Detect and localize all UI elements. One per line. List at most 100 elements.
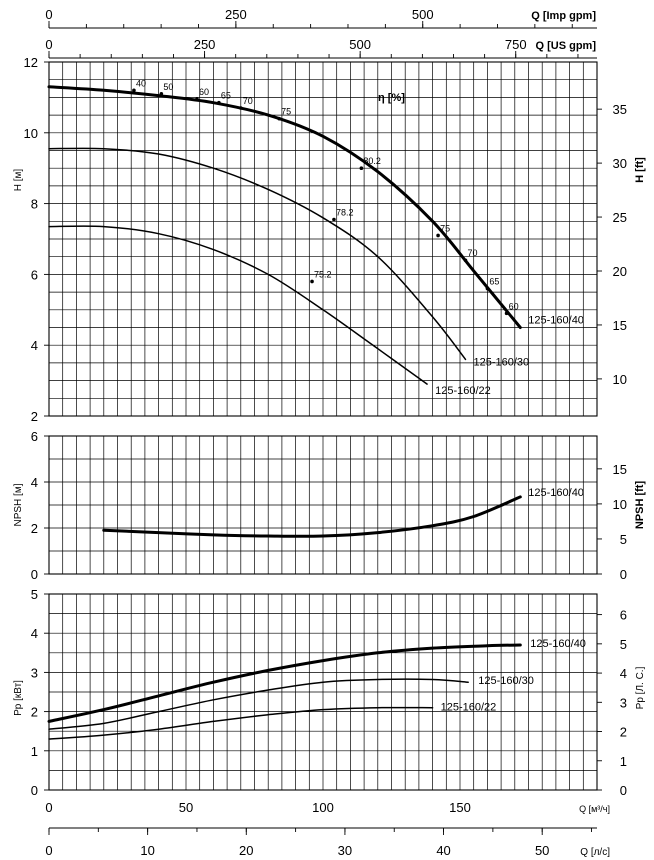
- curve-layer: [47, 85, 522, 740]
- efficiency-point: [504, 311, 509, 316]
- flow-m3h-axis-label: Q [м³/ч]: [579, 804, 610, 814]
- series-label: 125-160/22: [435, 385, 491, 397]
- curve-head-125-160/22: [48, 225, 428, 385]
- efficiency-point: [463, 258, 468, 263]
- y2-tick-label: 30: [613, 156, 627, 171]
- power-y2-label: Pp [Л. С.]: [635, 666, 646, 709]
- series-label: 125-160/40: [530, 638, 586, 650]
- y-tick-label: 2: [31, 705, 38, 720]
- y2-tick-label: 0: [620, 783, 627, 798]
- efficiency-value-label: 75: [281, 107, 291, 117]
- ls-tick-label: 50: [535, 843, 549, 858]
- y-tick-label: 10: [24, 126, 38, 141]
- efficiency-point: [332, 217, 336, 222]
- y-tick-label: 4: [31, 626, 38, 641]
- label-layer: Q [Imp gpm] Q [US gpm] Q [м³/ч] Q [л/с] …: [13, 7, 646, 858]
- y2-tick-label: 15: [613, 462, 627, 477]
- ls-tick-label: 40: [436, 843, 450, 858]
- us-gpm-tick-label: 250: [194, 37, 216, 52]
- us-gpm-tick-label: 750: [505, 37, 527, 52]
- panel-frame: [48, 61, 598, 417]
- imp-gpm-axis-label: Q [Imp gpm]: [531, 10, 596, 22]
- series-label: 125-160/22: [441, 702, 497, 714]
- curve-npsh-125-160/40: [102, 495, 522, 538]
- x-tick-label: 50: [179, 800, 193, 815]
- panel-frame: [48, 593, 598, 791]
- efficiency-value-label: 75: [440, 223, 450, 233]
- curve-head-125-160/30: [48, 147, 467, 361]
- efficiency-point: [277, 116, 281, 121]
- y-tick-label: 6: [31, 429, 38, 444]
- y-tick-label: 2: [31, 409, 38, 424]
- y-tick-label: 8: [31, 197, 38, 212]
- efficiency-point: [359, 166, 364, 170]
- power-y-label: Pp [кВт]: [13, 680, 24, 716]
- y2-tick-label: 20: [613, 264, 627, 279]
- series-label: 125-160/30: [478, 675, 534, 687]
- y2-tick-label: 35: [613, 102, 627, 117]
- y2-tick-label: 5: [620, 637, 627, 652]
- efficiency-value-label: 60: [199, 87, 209, 97]
- grid-layer: [44, 21, 602, 835]
- efficiency-label: η [%]: [378, 92, 405, 104]
- y2-tick-label: 10: [613, 372, 627, 387]
- npsh-y2-label: NPSH [ft]: [634, 481, 646, 530]
- x-tick-label: 150: [449, 800, 471, 815]
- y-tick-label: 0: [31, 783, 38, 798]
- panel-frame: [48, 435, 598, 575]
- y2-tick-label: 3: [620, 695, 627, 710]
- efficiency-point: [195, 97, 199, 101]
- curve-power-125-160/30: [48, 678, 469, 730]
- efficiency-value-label: 65: [489, 277, 499, 287]
- efficiency-point: [159, 92, 164, 96]
- y2-tick-label: 6: [620, 608, 627, 623]
- efficiency-point: [485, 286, 490, 291]
- efficiency-point: [217, 100, 221, 105]
- x-tick-label: 100: [312, 800, 334, 815]
- y-tick-label: 5: [31, 587, 38, 602]
- efficiency-point: [239, 106, 243, 110]
- series-label: 125-160/40: [528, 487, 584, 499]
- x-tick-label: 0: [45, 800, 52, 815]
- efficiency-value-label: 50: [163, 82, 173, 92]
- y2-tick-label: 10: [613, 497, 627, 512]
- efficiency-value-label: 40: [136, 78, 146, 88]
- us-gpm-tick-label: 0: [45, 37, 52, 52]
- npsh-y-label: NPSH [м]: [13, 483, 24, 526]
- y2-tick-label: 1: [620, 754, 627, 769]
- series-label: 125-160/30: [473, 356, 529, 368]
- efficiency-point: [436, 233, 440, 238]
- efficiency-value-label: 60: [509, 301, 519, 311]
- us-gpm-tick-label: 500: [349, 37, 371, 52]
- head-y2-label: H [ft]: [634, 157, 646, 183]
- efficiency-value-label: 65: [221, 91, 231, 101]
- efficiency-value-label: 70: [243, 96, 253, 106]
- y-tick-label: 6: [31, 267, 38, 282]
- efficiency-value-label: 70: [467, 248, 477, 258]
- y2-tick-label: 25: [613, 210, 627, 225]
- ls-tick-label: 10: [140, 843, 154, 858]
- efficiency-point: [310, 279, 314, 284]
- curve-power-125-160/22: [48, 706, 434, 740]
- y-tick-label: 0: [31, 567, 38, 582]
- imp-gpm-tick-label: 250: [225, 7, 247, 22]
- flow-ls-axis-label: Q [л/с]: [580, 847, 610, 858]
- imp-gpm-tick-label: 0: [45, 7, 52, 22]
- us-gpm-axis-label: Q [US gpm]: [536, 40, 597, 52]
- curve-head-125-160/40: [47, 85, 522, 329]
- ls-tick-label: 20: [239, 843, 253, 858]
- series-label: 125-160/40: [528, 315, 584, 327]
- y-tick-label: 4: [31, 338, 38, 353]
- y2-tick-label: 2: [620, 725, 627, 740]
- efficiency-value-label: 75.2: [314, 269, 332, 279]
- efficiency-point: [132, 88, 136, 93]
- ls-tick-label: 30: [338, 843, 352, 858]
- curve-power-125-160/40: [47, 643, 522, 723]
- y-tick-label: 12: [24, 55, 38, 70]
- imp-gpm-tick-label: 500: [412, 7, 434, 22]
- y2-tick-label: 5: [620, 532, 627, 547]
- y-tick-label: 3: [31, 665, 38, 680]
- efficiency-value-label: 80.2: [363, 156, 381, 166]
- y2-tick-label: 4: [620, 666, 627, 681]
